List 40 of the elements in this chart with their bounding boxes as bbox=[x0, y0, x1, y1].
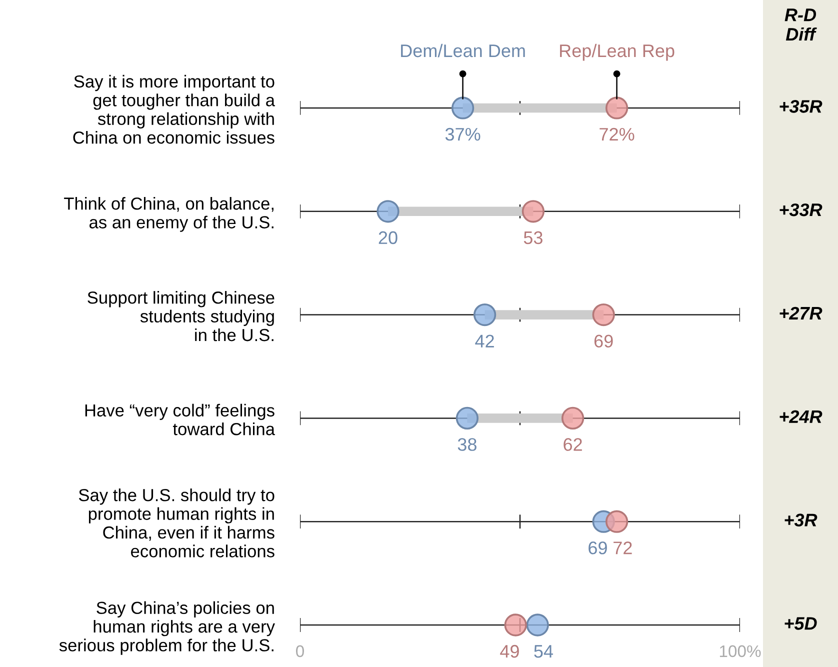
data-label: 53 bbox=[524, 231, 542, 244]
text: +27R bbox=[780, 306, 822, 320]
data-label: 49 bbox=[500, 644, 519, 658]
y-tick-label: Support limiting Chinese students studying in the U.S. bbox=[88, 291, 274, 342]
data-label: 54 bbox=[534, 645, 553, 658]
point bbox=[522, 200, 545, 223]
x-tick-label: 0 bbox=[296, 645, 304, 658]
data-label: 38 bbox=[458, 438, 476, 451]
point bbox=[456, 406, 479, 430]
data-label: 69 bbox=[594, 334, 613, 348]
point bbox=[451, 96, 474, 120]
text: Dem/Lean Dem bbox=[401, 44, 525, 58]
point bbox=[605, 510, 628, 533]
y-tick-label: Say China’s policies on human rights are a very serious problem for the U.S. bbox=[59, 601, 275, 655]
text: +3R bbox=[784, 514, 818, 526]
data-label: 42 bbox=[475, 334, 494, 348]
y-tick-label: Think of China, on balance, as an enemy of the U.S. bbox=[64, 197, 274, 232]
point bbox=[592, 303, 615, 326]
point bbox=[473, 303, 496, 326]
text: +33R bbox=[780, 203, 822, 216]
point bbox=[605, 96, 628, 120]
point bbox=[561, 406, 584, 430]
point bbox=[504, 614, 527, 636]
y-tick-label: Say the U.S. should try to promote human rights in China, even if it harms economic relations bbox=[78, 488, 274, 558]
text: +5D bbox=[784, 617, 817, 630]
text: +24R bbox=[780, 410, 822, 423]
data-label: 72 bbox=[614, 542, 632, 554]
data-label: 72% bbox=[600, 128, 634, 141]
data-label: 62 bbox=[564, 438, 582, 451]
y-tick-label: Say it is more important to get tougher than build a strong relationship with China on economic issues bbox=[73, 74, 276, 144]
data-label: 69 bbox=[588, 542, 607, 554]
x-tick-label: 100% bbox=[720, 645, 761, 658]
data-label: 37% bbox=[445, 128, 480, 141]
text: Rep/Lean Rep bbox=[560, 44, 674, 61]
data-label: 20 bbox=[378, 231, 398, 244]
y-tick-label: Have “very cold” feelings toward China bbox=[85, 404, 276, 436]
text: +35R bbox=[780, 100, 822, 113]
point bbox=[376, 200, 400, 223]
text: R-D Diff bbox=[784, 8, 817, 41]
point bbox=[526, 614, 549, 636]
